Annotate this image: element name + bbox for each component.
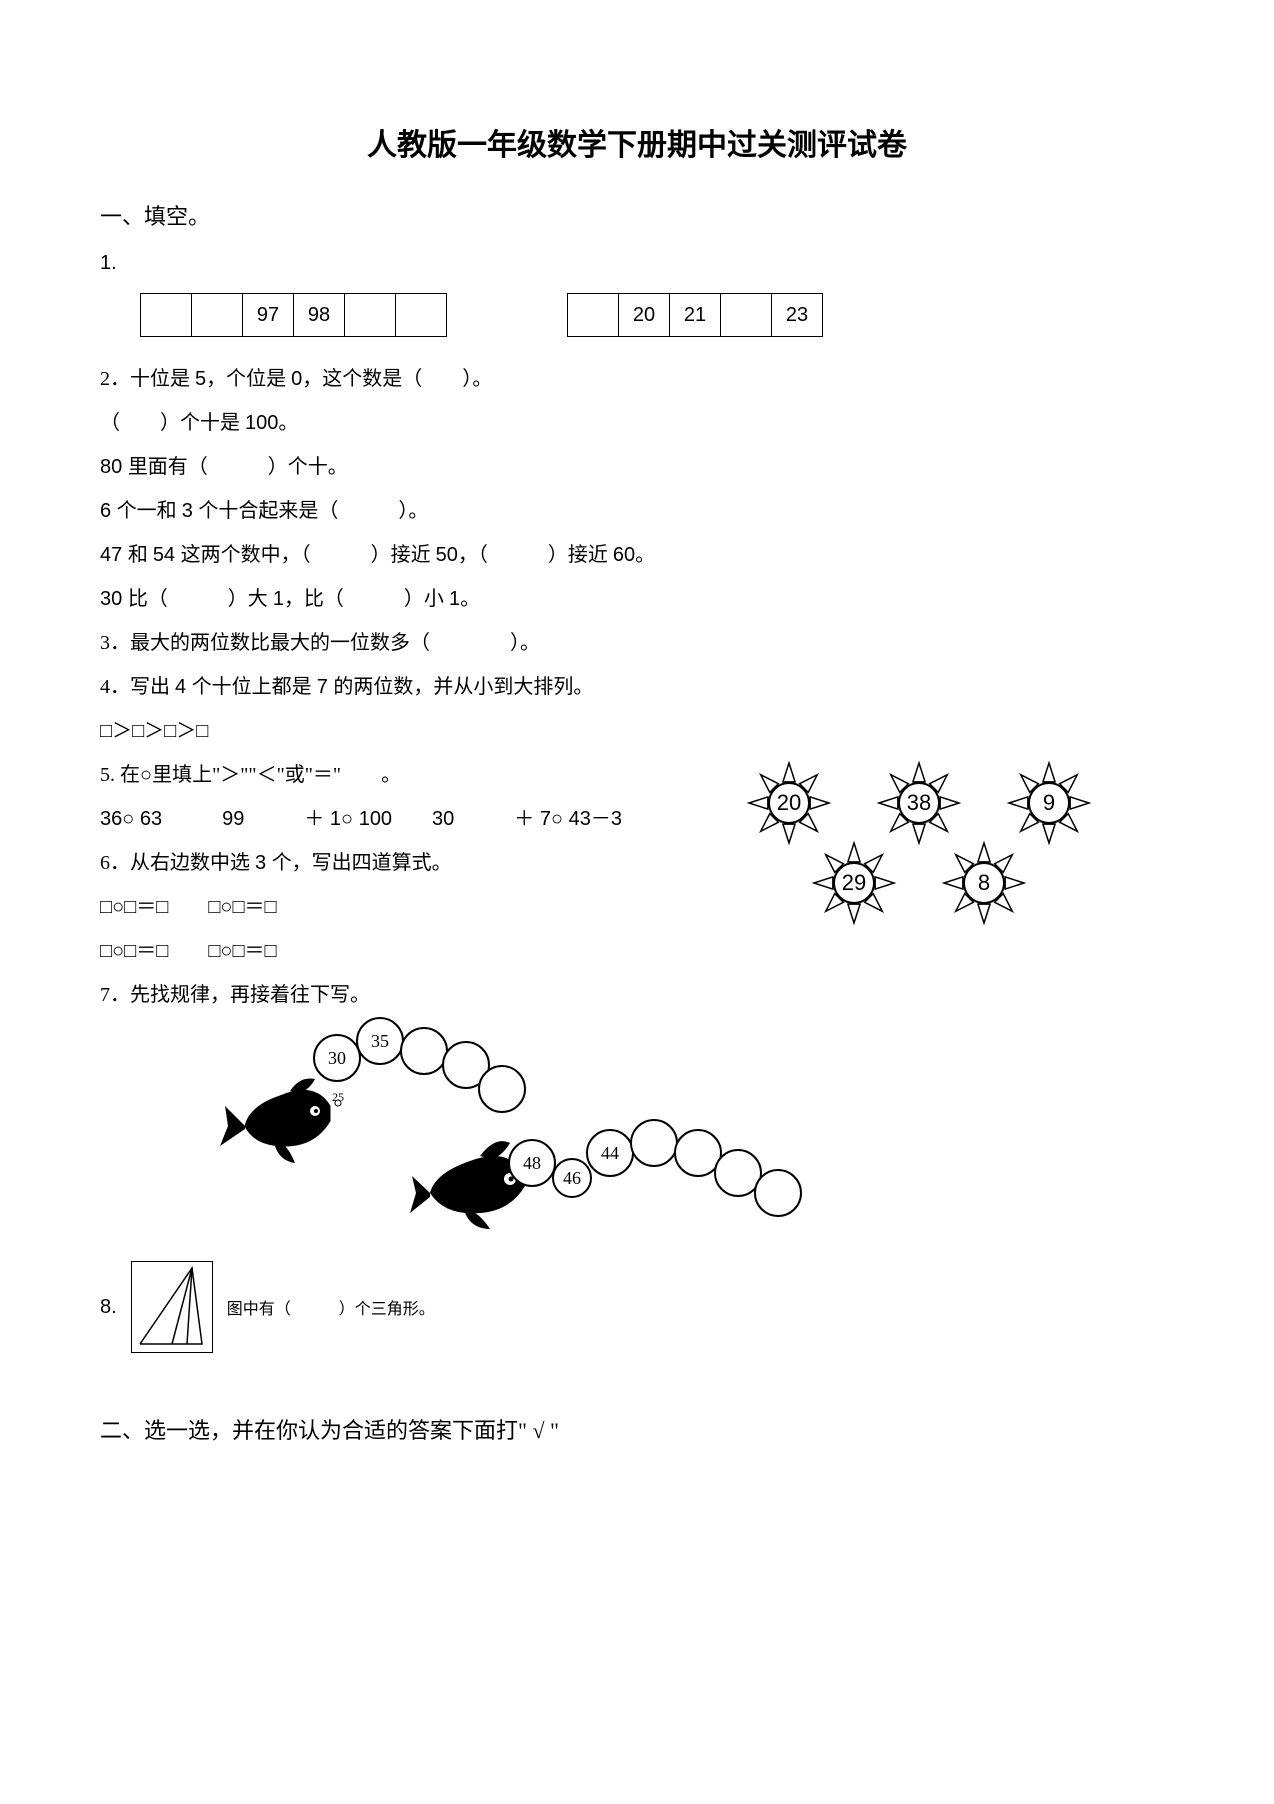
text: 80 bbox=[100, 456, 128, 478]
text: 1 bbox=[273, 588, 284, 610]
text: 50 bbox=[436, 544, 458, 566]
svg-text:25: 25 bbox=[332, 1090, 344, 1104]
text: （ ）个十是 bbox=[100, 412, 245, 434]
q1-table-a: 97 98 bbox=[140, 293, 447, 337]
text: 30 bbox=[100, 588, 128, 610]
text: 个一和 bbox=[117, 500, 182, 522]
sun-icon: 9 bbox=[1004, 758, 1094, 848]
text: 0 bbox=[291, 368, 302, 390]
text: 47 bbox=[100, 544, 128, 566]
q2-line2: （ ）个十是 100。 bbox=[100, 403, 1174, 443]
q4-line2: □＞□＞□＞□ bbox=[100, 711, 1174, 751]
page-title: 人教版一年级数学下册期中过关测评试卷 bbox=[100, 120, 1174, 164]
text: 个十合起来是（ ）。 bbox=[198, 500, 428, 522]
text: 4．写出 bbox=[100, 676, 175, 698]
text: 的两位数，并从小到大排列。 bbox=[333, 676, 593, 698]
cell[interactable] bbox=[568, 294, 619, 337]
text: 。 bbox=[635, 544, 655, 566]
sequence-bubble: 46 bbox=[552, 1158, 592, 1198]
text: 4 bbox=[175, 676, 192, 698]
q2-line4: 6 个一和 3 个十合起来是（ ）。 bbox=[100, 491, 1174, 531]
cell[interactable] bbox=[396, 294, 447, 337]
text: 5 bbox=[195, 368, 206, 390]
text: 7 bbox=[317, 676, 334, 698]
q6-sun-cluster: 20 38 9 29 8 bbox=[744, 758, 1194, 958]
sequence-bubble bbox=[630, 1119, 678, 1167]
text: 6 bbox=[100, 500, 117, 522]
text: ，（ ）接近 bbox=[458, 544, 613, 566]
sequence-bubble bbox=[754, 1169, 802, 1217]
cell[interactable] bbox=[192, 294, 243, 337]
section1-heading: 一、填空。 bbox=[100, 199, 1174, 231]
text: 。 bbox=[278, 412, 298, 434]
text: 36○ 63 99 ＋ 1○ 100 30 ＋ 7○ 43－3 bbox=[100, 808, 622, 830]
sequence-bubble bbox=[478, 1065, 526, 1113]
text: 54 bbox=[153, 544, 181, 566]
cell[interactable] bbox=[141, 294, 192, 337]
q3: 3．最大的两位数比最大的一位数多（ ）。 bbox=[100, 623, 1174, 663]
text: ，个位是 bbox=[206, 368, 291, 390]
q8-text: 图中有（ ）个三角形。 bbox=[227, 1295, 435, 1319]
q8-num: 8. bbox=[100, 1296, 117, 1319]
cell[interactable] bbox=[345, 294, 396, 337]
text: ，这个数是（ ）。 bbox=[302, 368, 492, 390]
cell: 21 bbox=[670, 294, 721, 337]
text: 2．十位是 bbox=[100, 368, 195, 390]
triangle-figure bbox=[131, 1261, 213, 1353]
cell: 98 bbox=[294, 294, 345, 337]
q1-tables: 97 98 20 21 23 bbox=[140, 293, 1174, 337]
text: 100 bbox=[245, 412, 278, 434]
sun-icon: 20 bbox=[744, 758, 834, 848]
text: 和 bbox=[128, 544, 153, 566]
fish-icon: 25 bbox=[220, 1071, 350, 1166]
q4-line1: 4．写出 4 个十位上都是 7 的两位数，并从小到大排列。 bbox=[100, 667, 1174, 707]
sequence-bubble bbox=[400, 1027, 448, 1075]
sequence-bubble: 35 bbox=[356, 1017, 404, 1065]
q1-num: 1. bbox=[100, 252, 117, 274]
q8-row: 8. 图中有（ ）个三角形。 bbox=[100, 1261, 1174, 1353]
cell[interactable] bbox=[721, 294, 772, 337]
q1-table-b: 20 21 23 bbox=[567, 293, 823, 337]
text: 3 bbox=[182, 500, 199, 522]
text: 60 bbox=[613, 544, 635, 566]
text: 。 bbox=[460, 588, 480, 610]
text: 1 bbox=[449, 588, 460, 610]
section2-heading: 二、选一选，并在你认为合适的答案下面打" √ " bbox=[100, 1413, 1174, 1445]
cell: 23 bbox=[772, 294, 823, 337]
text: ，比（ ）小 bbox=[284, 588, 449, 610]
sun-icon: 8 bbox=[939, 838, 1029, 928]
text: 3 bbox=[255, 852, 272, 874]
q7-line1: 7．先找规律，再接着往下写。 bbox=[100, 975, 1174, 1015]
q2-line3: 80 里面有（ ）个十。 bbox=[100, 447, 1174, 487]
sun-icon: 29 bbox=[809, 838, 899, 928]
cell: 20 bbox=[619, 294, 670, 337]
text: 这两个数中，（ ）接近 bbox=[181, 544, 436, 566]
sequence-bubble: 48 bbox=[508, 1139, 556, 1187]
q7-pattern-figure: 25 3035484644 bbox=[200, 1021, 900, 1251]
text: 个十位上都是 bbox=[192, 676, 317, 698]
sequence-bubble: 44 bbox=[586, 1129, 634, 1177]
q2-line6: 30 比（ ）大 1，比（ ）小 1。 bbox=[100, 579, 1174, 619]
q2-line5: 47 和 54 这两个数中，（ ）接近 50，（ ）接近 60。 bbox=[100, 535, 1174, 575]
sun-icon: 38 bbox=[874, 758, 964, 848]
text: 比（ ）大 bbox=[128, 588, 273, 610]
text: 里面有（ ）个十。 bbox=[128, 456, 348, 478]
cell: 97 bbox=[243, 294, 294, 337]
sequence-bubble: 30 bbox=[313, 1034, 361, 1082]
q2-line1: 2．十位是 5，个位是 0，这个数是（ ）。 bbox=[100, 359, 1174, 399]
text: 个，写出四道算式。 bbox=[272, 852, 452, 874]
text: 6．从右边数中选 bbox=[100, 852, 255, 874]
